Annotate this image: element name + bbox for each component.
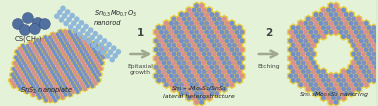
FancyBboxPatch shape — [0, 0, 377, 106]
Circle shape — [29, 24, 40, 34]
Text: Sn$_{0.3}$Mo$_{0.6}$S$_2$ nanoring: Sn$_{0.3}$Mo$_{0.6}$S$_2$ nanoring — [299, 90, 369, 99]
Text: 2: 2 — [265, 28, 273, 38]
Text: Etching: Etching — [257, 64, 280, 69]
Text: SnS$_2$ nanoplate: SnS$_2$ nanoplate — [20, 85, 73, 96]
Text: Sn$_{0.3}$Mo$_{0.7}$O$_3$
nanorod: Sn$_{0.3}$Mo$_{0.7}$O$_3$ nanorod — [94, 9, 136, 26]
Circle shape — [33, 17, 43, 29]
Text: Sn$_{1-x}$Mo$_x$S$_2$/SnS$_2$
lateral heterostructure: Sn$_{1-x}$Mo$_x$S$_2$/SnS$_2$ lateral he… — [163, 84, 235, 99]
Text: CS(CH$_3$)$_2$: CS(CH$_3$)$_2$ — [14, 34, 45, 44]
Circle shape — [19, 24, 30, 36]
Text: Epitaxial
growth: Epitaxial growth — [127, 64, 153, 75]
Circle shape — [39, 19, 50, 29]
Text: 1: 1 — [137, 28, 144, 38]
Circle shape — [12, 19, 23, 29]
Circle shape — [22, 13, 33, 24]
